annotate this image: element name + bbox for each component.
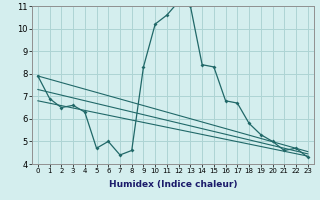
X-axis label: Humidex (Indice chaleur): Humidex (Indice chaleur) <box>108 180 237 189</box>
